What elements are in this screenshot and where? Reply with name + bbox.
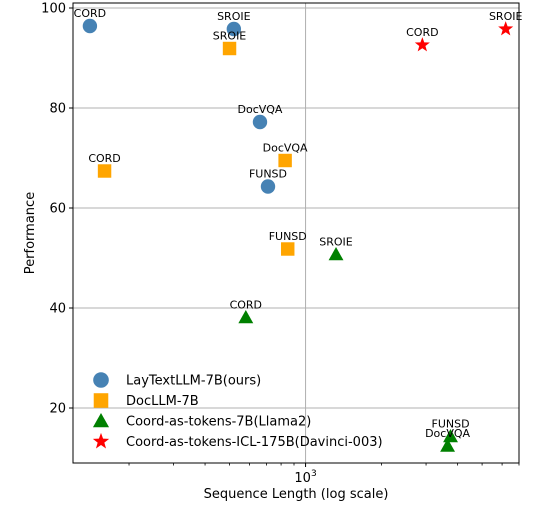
data-point-circle bbox=[260, 179, 276, 194]
legend-marker-star bbox=[92, 432, 110, 449]
y-tick-label: 80 bbox=[49, 102, 66, 117]
legend-item: DocLLM-7B bbox=[93, 393, 199, 409]
point-label: FUNSD bbox=[269, 230, 307, 243]
y-tick-label: 20 bbox=[49, 402, 66, 417]
point-label: CORD bbox=[230, 299, 262, 312]
data-point-triangle bbox=[238, 310, 254, 324]
data-point-square bbox=[281, 242, 295, 256]
x-tick-exponent: 3 bbox=[311, 469, 317, 479]
point-label: DocVQA bbox=[263, 142, 308, 155]
point-label: DocVQA bbox=[425, 427, 470, 440]
data-point-square bbox=[97, 164, 112, 178]
legend-marker-triangle bbox=[92, 412, 110, 428]
y-tick-label: 40 bbox=[49, 302, 66, 317]
legend-label: DocLLM-7B bbox=[126, 394, 199, 409]
legend-marker-square bbox=[93, 393, 109, 408]
legend-item: Coord-as-tokens-ICL-175B(Davinci-003) bbox=[92, 432, 383, 450]
legend-marker-circle bbox=[93, 372, 109, 388]
point-labels: CORD SROIEDocVQAFUNSDCORDSROIEDocVQAFUNSD… bbox=[74, 7, 523, 440]
legend-item: Coord-as-tokens-7B(Llama2) bbox=[92, 412, 311, 430]
data-point-star bbox=[414, 37, 430, 52]
point-label: SROIE bbox=[319, 236, 353, 249]
y-tick-label: 60 bbox=[49, 202, 66, 217]
legend-item: LayTextLLM-7B(ours) bbox=[93, 372, 261, 389]
data-point-square bbox=[278, 153, 292, 168]
axis-ticks: 20 40 60 80 100 103 bbox=[41, 2, 520, 486]
data-point-triangle bbox=[440, 438, 456, 452]
point-label: FUNSD bbox=[432, 418, 470, 431]
legend-label: Coord-as-tokens-ICL-175B(Davinci-003) bbox=[126, 435, 383, 450]
point-label: SROIE bbox=[217, 10, 251, 23]
point-label: SROIE bbox=[489, 10, 523, 23]
grid-lines bbox=[73, 3, 519, 463]
legend: LayTextLLM-7B(ours) DocLLM-7B Coord-as-tok… bbox=[92, 372, 383, 450]
point-label: CORD bbox=[74, 7, 106, 20]
data-point-circle bbox=[252, 114, 268, 130]
data-point-triangle bbox=[443, 429, 458, 443]
legend-label: Coord-as-tokens-7B(Llama2) bbox=[126, 415, 311, 430]
data-point-circle bbox=[82, 18, 98, 34]
x-tick-base: 10 bbox=[294, 471, 311, 486]
point-label: DocVQA bbox=[238, 103, 283, 116]
plot-frame bbox=[72, 2, 520, 464]
data-point-square bbox=[222, 41, 237, 56]
point-label: CORD bbox=[406, 26, 438, 39]
x-tick-label: 103 bbox=[294, 469, 316, 486]
data-point-star bbox=[498, 21, 514, 36]
point-label: CORD bbox=[88, 152, 120, 165]
data-points bbox=[82, 18, 514, 452]
data-point-triangle bbox=[328, 247, 344, 261]
y-axis-label: Performance bbox=[23, 192, 38, 274]
y-tick-label: 100 bbox=[41, 2, 66, 17]
x-axis-label: Sequence Length (log scale) bbox=[204, 487, 389, 502]
legend-label: LayTextLLM-7B(ours) bbox=[126, 374, 261, 389]
data-point-circle bbox=[226, 21, 242, 37]
point-label: SROIE bbox=[213, 30, 247, 43]
point-label: FUNSD bbox=[249, 168, 287, 181]
